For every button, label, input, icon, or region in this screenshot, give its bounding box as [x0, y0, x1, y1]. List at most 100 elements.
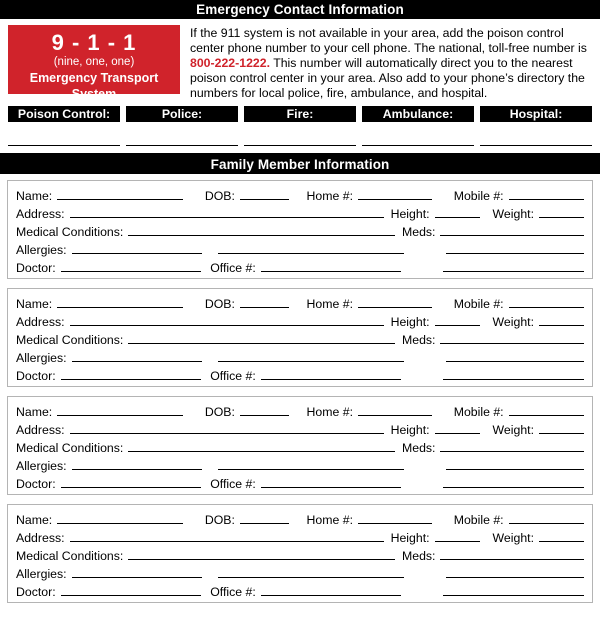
member-row-address: Address: Height: Weight: [16, 206, 584, 224]
input-medical-conditions[interactable] [128, 224, 395, 237]
input-office-number[interactable] [260, 476, 402, 489]
input-medical-conditions[interactable] [128, 548, 395, 561]
service-input-fire[interactable] [244, 145, 356, 147]
label-home-number: Home #: [306, 513, 353, 528]
input-doctor-cont[interactable] [443, 368, 584, 381]
input-doctor-cont[interactable] [443, 476, 584, 489]
input-meds[interactable] [440, 224, 584, 237]
service-input-poison-control[interactable] [8, 145, 120, 147]
service-input-ambulance[interactable] [362, 145, 474, 147]
input-allergies-cont[interactable] [217, 242, 405, 255]
input-allergies-cont2[interactable] [446, 242, 584, 255]
input-dob[interactable] [239, 404, 289, 417]
label-dob: DOB: [204, 297, 235, 312]
input-doctor[interactable] [60, 476, 202, 489]
input-meds[interactable] [440, 440, 584, 453]
service-label-ambulance: Ambulance: [362, 106, 474, 123]
input-name[interactable] [57, 404, 183, 417]
label-address: Address: [16, 531, 65, 546]
input-home-number[interactable] [358, 188, 432, 201]
member-row-doctor: Doctor: Office #: [16, 584, 584, 602]
input-doctor[interactable] [60, 368, 202, 381]
poison-control-blurb: If the 911 system is not available in yo… [190, 25, 590, 101]
input-mobile-number[interactable] [508, 512, 584, 525]
input-home-number[interactable] [358, 404, 432, 417]
input-doctor-cont[interactable] [443, 260, 584, 273]
input-mobile-number[interactable] [508, 296, 584, 309]
input-height[interactable] [434, 422, 480, 435]
label-mobile-number: Mobile #: [453, 405, 504, 420]
input-dob[interactable] [239, 296, 289, 309]
input-mobile-number[interactable] [508, 404, 584, 417]
label-medical-conditions: Medical Conditions: [16, 549, 124, 564]
family-member-card: Name: DOB: Home #: Mobile #: Address: He… [7, 180, 593, 280]
input-address[interactable] [69, 422, 384, 435]
input-address[interactable] [69, 530, 384, 543]
input-meds[interactable] [440, 548, 584, 561]
input-home-number[interactable] [358, 296, 432, 309]
input-weight[interactable] [539, 206, 584, 219]
member-row-address: Address: Height: Weight: [16, 530, 584, 548]
input-height[interactable] [434, 530, 480, 543]
input-name[interactable] [57, 296, 183, 309]
member-row-medical: Medical Conditions: Meds: [16, 332, 584, 350]
input-address[interactable] [69, 206, 384, 219]
label-home-number: Home #: [306, 297, 353, 312]
input-home-number[interactable] [358, 512, 432, 525]
label-mobile-number: Mobile #: [453, 189, 504, 204]
input-allergies-cont[interactable] [217, 350, 405, 363]
member-row-doctor: Doctor: Office #: [16, 260, 584, 278]
input-office-number[interactable] [260, 584, 402, 597]
input-doctor-cont[interactable] [443, 584, 584, 597]
input-mobile-number[interactable] [508, 188, 584, 201]
input-weight[interactable] [539, 314, 584, 327]
input-office-number[interactable] [260, 368, 402, 381]
service-input-police[interactable] [126, 145, 238, 147]
input-height[interactable] [434, 206, 480, 219]
input-allergies-cont2[interactable] [446, 566, 584, 579]
member-row-doctor: Doctor: Office #: [16, 368, 584, 386]
input-allergies-cont[interactable] [217, 458, 405, 471]
input-medical-conditions[interactable] [128, 440, 395, 453]
input-allergies[interactable] [71, 566, 202, 579]
label-allergies: Allergies: [16, 243, 67, 258]
label-office-number: Office #: [210, 369, 256, 384]
label-address: Address: [16, 207, 65, 222]
input-address[interactable] [69, 314, 384, 327]
input-medical-conditions[interactable] [128, 332, 395, 345]
label-height: Height: [390, 531, 430, 546]
label-doctor: Doctor: [16, 477, 56, 492]
input-allergies[interactable] [71, 242, 202, 255]
label-meds: Meds: [401, 225, 436, 240]
input-office-number[interactable] [260, 260, 402, 273]
input-doctor[interactable] [60, 584, 202, 597]
label-dob: DOB: [204, 513, 235, 528]
service-input-hospital[interactable] [480, 145, 592, 147]
input-name[interactable] [57, 188, 183, 201]
input-height[interactable] [434, 314, 480, 327]
label-office-number: Office #: [210, 261, 256, 276]
label-mobile-number: Mobile #: [453, 297, 504, 312]
label-weight: Weight: [492, 207, 534, 222]
member-row-identity: Name: DOB: Home #: Mobile #: [16, 188, 584, 206]
label-allergies: Allergies: [16, 459, 67, 474]
input-dob[interactable] [239, 512, 289, 525]
input-doctor[interactable] [60, 260, 202, 273]
input-allergies-cont[interactable] [217, 566, 405, 579]
label-office-number: Office #: [210, 585, 256, 600]
input-allergies[interactable] [71, 350, 202, 363]
input-meds[interactable] [440, 332, 584, 345]
input-name[interactable] [57, 512, 183, 525]
label-allergies: Allergies: [16, 351, 67, 366]
input-allergies[interactable] [71, 458, 202, 471]
input-weight[interactable] [539, 530, 584, 543]
blurb-part1: If the 911 system is not available in yo… [190, 26, 587, 56]
member-row-address: Address: Height: Weight: [16, 314, 584, 332]
911-pronunciation: (nine, one, one) [53, 56, 135, 68]
input-dob[interactable] [239, 188, 289, 201]
label-meds: Meds: [401, 441, 436, 456]
input-allergies-cont2[interactable] [446, 458, 584, 471]
input-allergies-cont2[interactable] [446, 350, 584, 363]
input-weight[interactable] [539, 422, 584, 435]
service-label-police: Police: [126, 106, 238, 123]
